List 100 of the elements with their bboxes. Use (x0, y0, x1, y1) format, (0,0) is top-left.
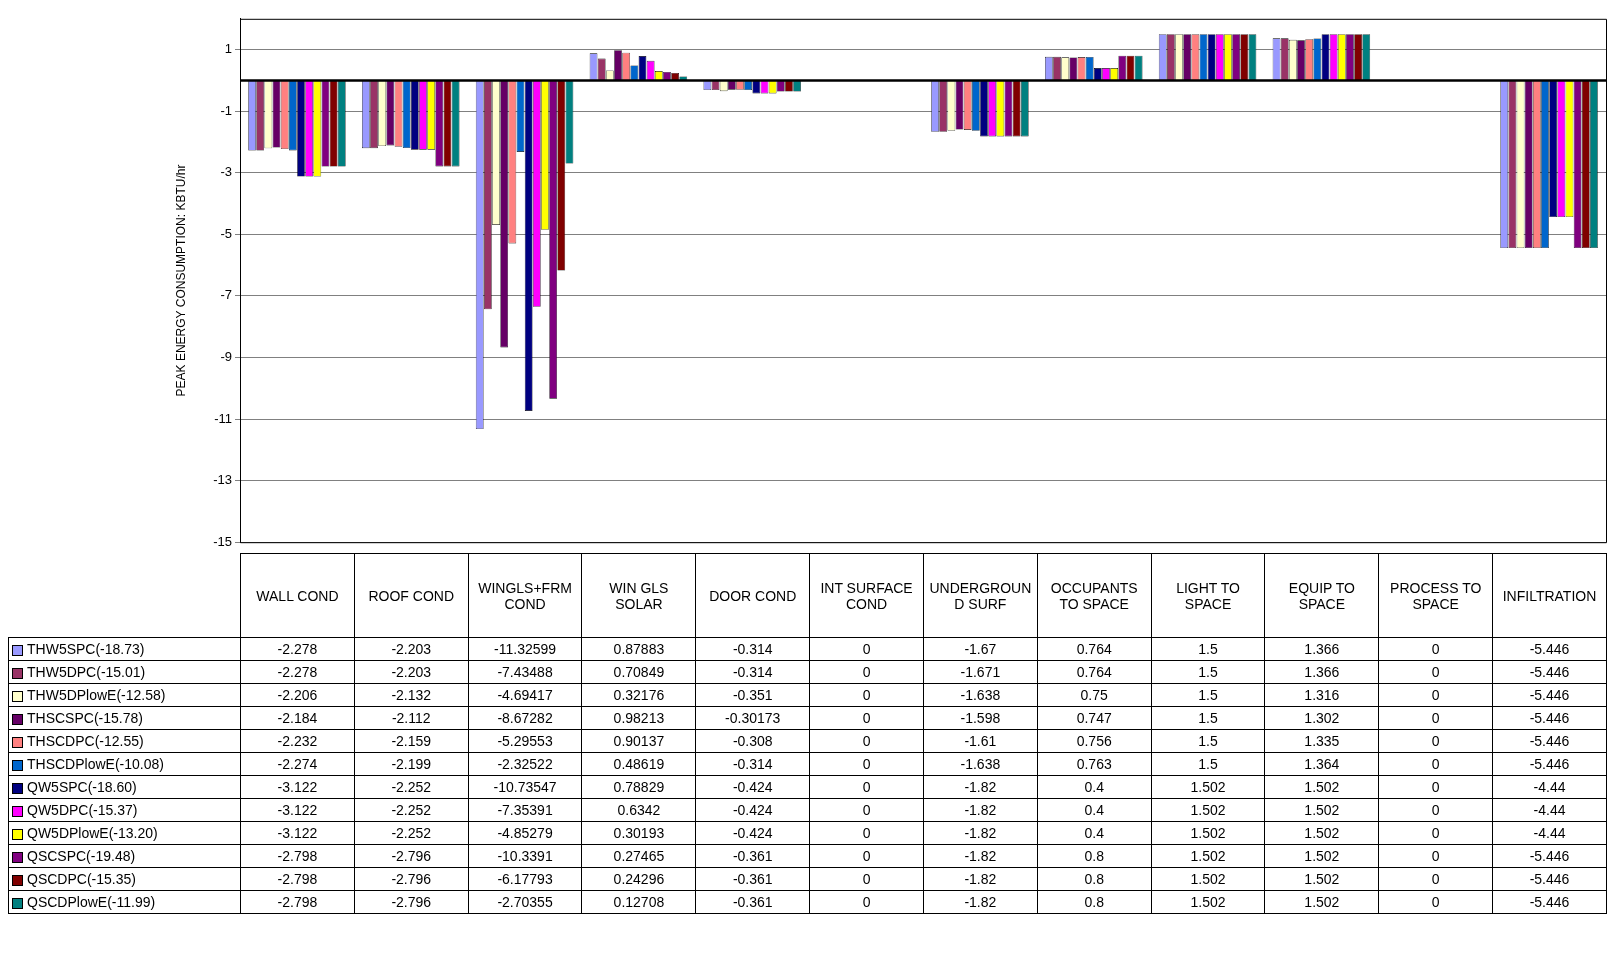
x-tick-label: EQUIP TO SPACE (1264, 553, 1379, 638)
y-tick-label: -9 (220, 349, 232, 365)
data-label: -1.82 (923, 775, 1038, 799)
data-label: 0 (809, 798, 924, 822)
data-label: -1.598 (923, 706, 1038, 730)
data-label: 0 (1378, 683, 1493, 707)
data-label: -5.446 (1492, 637, 1607, 661)
legend-label: QW5DPC(-15.37) (8, 798, 241, 822)
data-label: -0.351 (695, 683, 810, 707)
data-label: -5.446 (1492, 844, 1607, 868)
data-label: 0.8 (1037, 890, 1152, 914)
data-label: 0 (1378, 821, 1493, 845)
data-label: 1.502 (1151, 798, 1265, 822)
data-label: -5.446 (1492, 683, 1607, 707)
data-label: 1.502 (1151, 867, 1265, 891)
y-tick-label: -3 (220, 164, 232, 180)
data-label: 0.8 (1037, 867, 1152, 891)
data-label: 0.48619 (581, 752, 696, 776)
y-tick-label: -5 (220, 225, 232, 241)
data-label: -2.203 (354, 660, 469, 684)
data-label: 0 (1378, 890, 1493, 914)
data-label: -2.798 (240, 867, 355, 891)
data-label: -0.314 (695, 637, 810, 661)
data-label: 0 (809, 752, 924, 776)
data-label: -0.308 (695, 729, 810, 753)
data-label: -4.69417 (468, 683, 582, 707)
data-label: 0.98213 (581, 706, 696, 730)
data-label: -2.278 (240, 660, 355, 684)
legend-label: QSCSPC(-19.48) (8, 844, 241, 868)
data-label: -2.203 (354, 637, 469, 661)
data-label: -3.122 (240, 775, 355, 799)
y-tick-label: -7 (220, 287, 232, 303)
data-label: 0.87883 (581, 637, 696, 661)
y-tick-label: -11 (214, 410, 232, 426)
data-label: 0.78829 (581, 775, 696, 799)
data-label: -0.314 (695, 752, 810, 776)
data-label: -4.44 (1492, 821, 1607, 845)
data-label: 1.502 (1264, 890, 1379, 914)
data-label: -10.3391 (468, 844, 582, 868)
data-label: 0.763 (1037, 752, 1152, 776)
data-label: -7.43488 (468, 660, 582, 684)
data-label: 1.5 (1151, 683, 1265, 707)
data-label: -5.446 (1492, 890, 1607, 914)
data-label: 0 (809, 867, 924, 891)
x-tick-label: UNDERGROUND SURF (923, 553, 1038, 638)
data-label: -2.274 (240, 752, 355, 776)
x-tick-label: WALL COND (240, 553, 355, 638)
data-label: 0.90137 (581, 729, 696, 753)
data-label: -3.122 (240, 798, 355, 822)
data-label: 0 (1378, 706, 1493, 730)
data-label: -1.67 (923, 637, 1038, 661)
legend-label: QW5SPC(-18.60) (8, 775, 241, 799)
legend-label: THSCSPC(-15.78) (8, 706, 241, 730)
data-label: 1.502 (1264, 821, 1379, 845)
data-label: -1.82 (923, 844, 1038, 868)
data-label: 0 (809, 637, 924, 661)
data-label: -2.798 (240, 890, 355, 914)
y-tick-label: -1 (220, 102, 232, 118)
data-label: 1.502 (1264, 775, 1379, 799)
data-label: -5.446 (1492, 867, 1607, 891)
data-label: 1.335 (1264, 729, 1379, 753)
data-label: -5.446 (1492, 729, 1607, 753)
data-label: 0 (1378, 752, 1493, 776)
x-tick-label: WINGLS+FRM COND (468, 553, 582, 638)
data-label: 0.32176 (581, 683, 696, 707)
data-label: -2.199 (354, 752, 469, 776)
data-label: 0.764 (1037, 637, 1152, 661)
data-label: 0.6342 (581, 798, 696, 822)
data-label: 0.756 (1037, 729, 1152, 753)
data-label: 1.366 (1264, 637, 1379, 661)
legend-label: THW5DPlowE(-12.58) (8, 683, 241, 707)
x-tick-label: INFILTRATION (1492, 553, 1607, 638)
legend-label: QSCDPC(-15.35) (8, 867, 241, 891)
data-label: 0 (1378, 660, 1493, 684)
data-label: -2.112 (354, 706, 469, 730)
data-label: -2.252 (354, 821, 469, 845)
data-label: -7.35391 (468, 798, 582, 822)
data-label: -5.446 (1492, 706, 1607, 730)
data-label: -8.67282 (468, 706, 582, 730)
data-label: -6.17793 (468, 867, 582, 891)
data-label: 0.4 (1037, 798, 1152, 822)
data-label: 1.316 (1264, 683, 1379, 707)
data-label: 1.5 (1151, 752, 1265, 776)
legend-label: THW5SPC(-18.73) (8, 637, 241, 661)
data-label: -4.85279 (468, 821, 582, 845)
data-label: 0.4 (1037, 821, 1152, 845)
data-label: 0 (809, 844, 924, 868)
data-label: -2.798 (240, 844, 355, 868)
data-label: 0 (809, 660, 924, 684)
data-label: 0 (1378, 844, 1493, 868)
y-tick-label: 1 (224, 41, 232, 57)
data-label: -3.122 (240, 821, 355, 845)
data-label: -0.361 (695, 867, 810, 891)
data-label: 1.502 (1151, 821, 1265, 845)
legend-label: THSCDPC(-12.55) (8, 729, 241, 753)
data-label: 1.5 (1151, 706, 1265, 730)
data-label: 0 (1378, 798, 1493, 822)
data-label: -2.252 (354, 798, 469, 822)
data-label: 0.747 (1037, 706, 1152, 730)
data-label: 1.5 (1151, 637, 1265, 661)
